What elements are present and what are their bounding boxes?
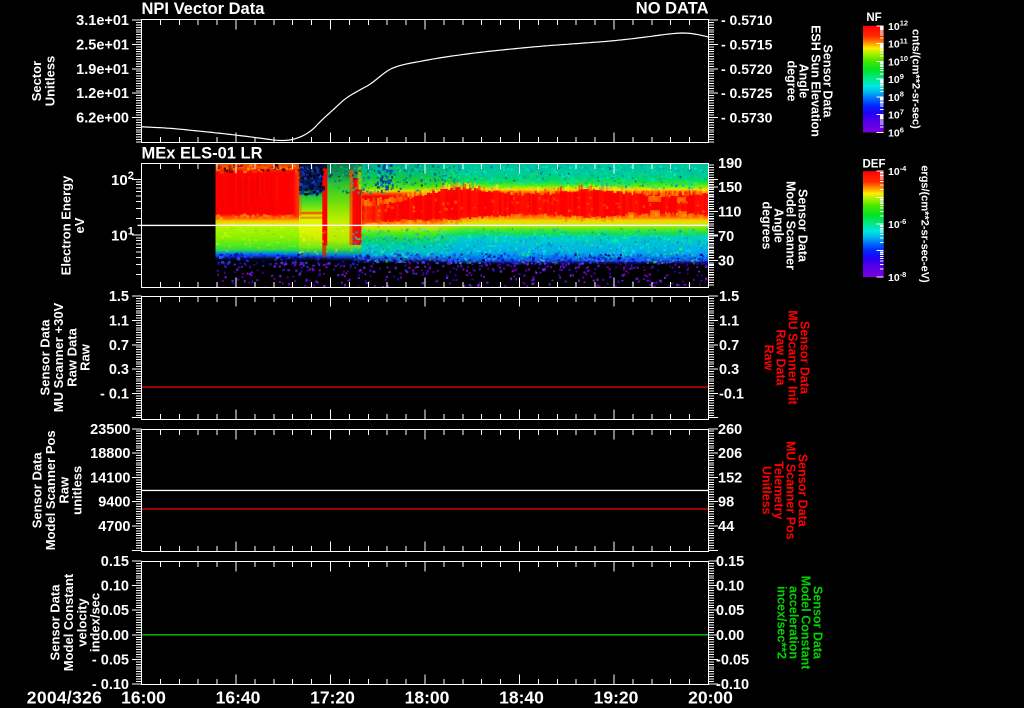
svg-text:14100: 14100 <box>90 470 130 486</box>
svg-text:- 0.5720: - 0.5720 <box>721 61 773 77</box>
svg-text:index/sec: index/sec <box>88 593 103 652</box>
svg-text:2004/326: 2004/326 <box>27 688 102 708</box>
svg-text:Sensor Data: Sensor Data <box>795 454 809 528</box>
svg-text:degrees: degrees <box>759 202 773 250</box>
svg-text:Raw: Raw <box>78 343 93 371</box>
svg-text:6.2e+00: 6.2e+00 <box>76 111 129 127</box>
svg-text:260: 260 <box>718 422 742 438</box>
svg-text:Raw Data: Raw Data <box>64 327 79 386</box>
svg-text:acceleration: acceleration <box>786 586 800 659</box>
svg-text:16:40: 16:40 <box>216 688 261 708</box>
svg-text:- 0.10: - 0.10 <box>92 677 129 693</box>
svg-text:Angle: Angle <box>796 64 810 99</box>
svg-text:4700: 4700 <box>98 519 130 535</box>
svg-text:30: 30 <box>718 253 734 269</box>
svg-text:Raw: Raw <box>761 345 775 371</box>
svg-text:Unitless: Unitless <box>42 56 57 107</box>
svg-text:0.00: 0.00 <box>101 628 129 644</box>
svg-text:0.00: 0.00 <box>716 628 744 644</box>
svg-text:ergs/(cm**2-sr-sec-eV): ergs/(cm**2-sr-sec-eV) <box>918 165 930 283</box>
svg-text:16:00: 16:00 <box>121 688 166 708</box>
svg-text:23500: 23500 <box>90 422 130 438</box>
svg-text:206: 206 <box>718 446 742 462</box>
svg-text:0.15: 0.15 <box>101 554 129 570</box>
svg-text:Model Constant: Model Constant <box>798 576 812 671</box>
svg-text:- 0.05: - 0.05 <box>92 652 129 668</box>
svg-text:44: 44 <box>718 519 734 535</box>
svg-text:eV: eV <box>72 217 87 233</box>
svg-text:152: 152 <box>718 470 742 486</box>
svg-text:velocity: velocity <box>74 598 89 647</box>
svg-text:NF: NF <box>866 12 881 24</box>
svg-text:1.2e+01: 1.2e+01 <box>76 86 129 102</box>
svg-text:0.05: 0.05 <box>716 603 744 619</box>
svg-text:1.1: 1.1 <box>719 314 739 330</box>
svg-text:0.3: 0.3 <box>109 362 129 378</box>
svg-text:0.05: 0.05 <box>101 603 129 619</box>
svg-text:0.7: 0.7 <box>109 338 129 354</box>
svg-text:-0.10: -0.10 <box>716 677 749 693</box>
svg-text:incex/sec**2: incex/sec**2 <box>774 586 788 659</box>
svg-text:2.5e+01: 2.5e+01 <box>76 37 129 53</box>
svg-text:unitless: unitless <box>70 466 85 515</box>
svg-text:ESH Sun Elevation: ESH Sun Elevation <box>808 25 822 137</box>
svg-text:17:20: 17:20 <box>310 688 355 708</box>
svg-text:190: 190 <box>718 156 742 172</box>
svg-text:DEF: DEF <box>863 159 886 171</box>
svg-text:- 0.5710: - 0.5710 <box>721 12 773 28</box>
svg-text:Angle: Angle <box>771 208 785 243</box>
svg-text:NPI Vector Data: NPI Vector Data <box>142 0 266 18</box>
svg-text:9400: 9400 <box>98 495 130 511</box>
svg-text:Unitless: Unitless <box>759 466 773 515</box>
svg-text:Sensor Data: Sensor Data <box>38 319 53 396</box>
svg-text:Sector: Sector <box>29 61 44 101</box>
svg-text:Raw Data: Raw Data <box>773 329 787 386</box>
svg-text:0.7: 0.7 <box>719 338 739 354</box>
svg-text:150: 150 <box>718 180 742 196</box>
svg-text:0.10: 0.10 <box>101 579 129 595</box>
svg-text:Sensor Data: Sensor Data <box>30 452 45 529</box>
svg-text:20:00: 20:00 <box>688 688 733 708</box>
svg-text:Raw: Raw <box>56 476 71 504</box>
svg-text:NO DATA: NO DATA <box>636 0 709 18</box>
svg-text:MU Scanner Pos: MU Scanner Pos <box>783 441 797 540</box>
svg-text:19:20: 19:20 <box>594 688 639 708</box>
svg-text:18:40: 18:40 <box>499 688 544 708</box>
svg-text:1.1: 1.1 <box>109 314 129 330</box>
svg-text:-0.05: -0.05 <box>716 652 749 668</box>
svg-text:- 0.1: - 0.1 <box>100 386 129 402</box>
svg-text:- 0.5715: - 0.5715 <box>721 36 773 52</box>
svg-text:3.1e+01: 3.1e+01 <box>76 13 129 29</box>
svg-text:-0.1: -0.1 <box>719 386 744 402</box>
svg-text:Telemetry: Telemetry <box>771 461 785 519</box>
svg-text:Model Constant: Model Constant <box>61 573 76 671</box>
svg-text:- 0.5730: - 0.5730 <box>721 110 773 126</box>
svg-text:Model Scanner Pos: Model Scanner Pos <box>43 430 58 550</box>
svg-text:MU Scanner Init: MU Scanner Init <box>785 310 799 405</box>
svg-text:1.5: 1.5 <box>109 289 129 305</box>
svg-text:Electron Energy: Electron Energy <box>58 175 73 275</box>
svg-text:98: 98 <box>718 495 734 511</box>
svg-text:MU Scanner +30V: MU Scanner +30V <box>51 302 66 412</box>
svg-text:Sensor Data: Sensor Data <box>48 584 63 661</box>
svg-text:MEx ELS-01 LR: MEx ELS-01 LR <box>142 145 263 163</box>
svg-text:Model Scanner: Model Scanner <box>783 181 797 270</box>
svg-text:18:00: 18:00 <box>405 688 450 708</box>
svg-text:70: 70 <box>718 229 734 245</box>
svg-text:1.9e+01: 1.9e+01 <box>76 62 129 78</box>
svg-text:0.10: 0.10 <box>716 579 744 595</box>
svg-text:0.3: 0.3 <box>719 362 739 378</box>
svg-text:Sensor Data: Sensor Data <box>810 586 824 660</box>
svg-text:1.5: 1.5 <box>719 289 739 305</box>
svg-text:cnts/(cm**2-sr-sec): cnts/(cm**2-sr-sec) <box>909 29 921 129</box>
svg-text:degree: degree <box>784 61 798 102</box>
svg-text:18800: 18800 <box>90 446 130 462</box>
svg-text:0.15: 0.15 <box>716 554 744 570</box>
svg-text:Sensor Data: Sensor Data <box>797 321 811 395</box>
svg-text:Sensor Data: Sensor Data <box>820 45 834 119</box>
svg-text:110: 110 <box>718 205 741 221</box>
svg-text:Sensor Data: Sensor Data <box>795 189 809 263</box>
svg-text:- 0.5725: - 0.5725 <box>721 85 773 101</box>
